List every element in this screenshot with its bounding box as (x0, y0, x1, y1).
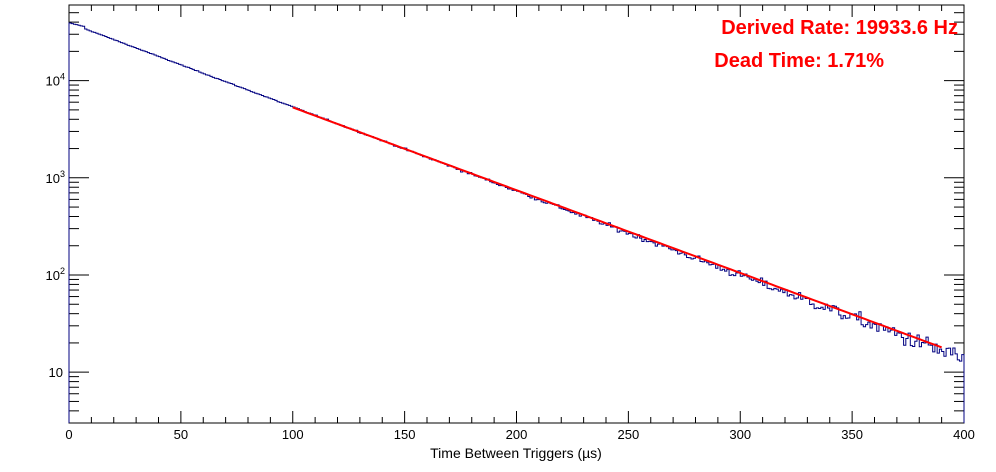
x-tick-label: 400 (953, 427, 975, 442)
x-axis-tick-labels: 0 50 100 150 200 250 300 350 400 (65, 427, 974, 442)
x-tick-label: 150 (394, 427, 416, 442)
x-tick-label: 300 (729, 427, 751, 442)
x-tick-label: 0 (65, 427, 72, 442)
x-tick-label: 250 (618, 427, 640, 442)
y-axis-ticks (69, 4, 964, 424)
derived-rate-annotation: Derived Rate: 19933.6 Hz (721, 17, 958, 39)
dead-time-annotation: Dead Time: 1.71% (714, 50, 884, 72)
y-tick-label: 103 (46, 169, 65, 186)
x-tick-label: 100 (282, 427, 304, 442)
x-axis-ticks (68, 5, 965, 423)
x-tick-label: 350 (841, 427, 863, 442)
y-tick-label: 104 (46, 72, 65, 89)
x-axis-title: Time Between Triggers (µs) (430, 445, 602, 461)
x-tick-label: 200 (506, 427, 528, 442)
x-tick-label: 50 (174, 427, 188, 442)
histogram-series (68, 22, 965, 423)
y-axis-tick-labels: 10 102 103 104 (46, 72, 65, 381)
y-tick-label: 10 (49, 365, 63, 380)
y-tick-label: 102 (46, 266, 65, 283)
fit-curve (292, 106, 942, 349)
